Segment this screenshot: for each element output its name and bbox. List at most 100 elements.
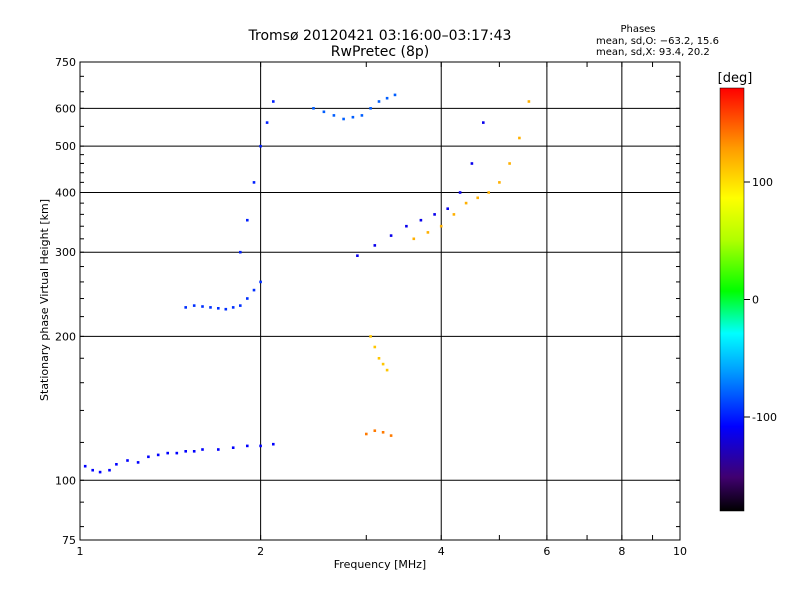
colorbar [719,87,745,512]
data-point [332,114,336,117]
data-point [312,107,315,110]
data-point [373,345,377,349]
y-tick-label: 100 [55,474,76,487]
data-point [369,335,372,338]
data-point [272,442,275,446]
data-point [252,181,256,184]
colorbar-label: [deg] [718,71,753,86]
x-axis-ticks: 1 2 4 6 8 10 [77,62,687,558]
data-point [508,162,511,165]
plot-frame [79,61,681,541]
chart-subtitle: RwPretec (8p) [331,44,429,60]
data-point [108,468,111,472]
colorbar-tick-label: -100 [752,411,777,424]
y-tick-label: 500 [55,140,76,153]
data-point [393,93,397,97]
y-axis-label: Stationary phase Virtual Height [km] [38,199,51,401]
data-point [385,96,389,100]
data-point [373,429,377,432]
data-point [389,434,393,437]
data-point [377,357,381,360]
x-tick-label: 2 [257,545,264,558]
data-point [498,181,501,184]
data-point [246,444,249,448]
data-point [405,224,408,228]
data-point [389,234,393,237]
data-point [385,368,389,372]
data-point [487,191,490,194]
data-point [433,213,436,216]
data-point [476,196,479,200]
y-tick-label: 300 [55,246,76,259]
data-point [246,218,249,222]
data-point [136,461,140,464]
data-point [175,451,179,455]
y-tick-label: 75 [62,534,76,547]
colorbar-ticks: 100 0 -100 [744,176,777,424]
data-point [166,451,169,455]
x-tick-label: 1 [77,545,84,558]
data-point [518,136,521,140]
data-point [452,213,456,216]
data-point [360,114,364,117]
data-point [369,107,372,110]
data-point [184,306,187,309]
data-point [209,306,212,309]
data-point [217,307,220,310]
data-point [239,304,242,307]
y-axis-ticks: 75 100 200 300 400 500 600 750 [55,56,680,547]
data-point [126,459,129,462]
data-points [83,93,531,474]
data-point [272,100,275,103]
data-point [412,237,416,241]
data-point [91,468,94,472]
data-point [381,362,385,366]
data-point [83,464,87,468]
data-point [115,463,118,466]
data-point [527,100,531,103]
data-point [231,306,235,309]
x-tick-label: 6 [543,545,550,558]
y-tick-label: 200 [55,330,76,343]
y-tick-label: 750 [55,56,76,69]
data-point [184,450,187,453]
data-point [192,304,196,307]
colorbar-tick-label: 0 [752,294,759,307]
data-point [98,470,102,474]
data-point [156,453,160,457]
data-point [373,244,377,247]
data-point [259,280,262,284]
data-point [246,297,249,300]
data-point [464,201,468,205]
data-point [265,121,269,124]
stats-line-x: mean, sd,X: 93.4, 20.2 [596,47,710,58]
data-point [259,444,262,448]
x-tick-label: 10 [673,545,687,558]
x-tick-label: 8 [618,545,625,558]
x-axis-label: Frequency [MHz] [334,558,426,571]
data-point [217,448,220,451]
data-point [365,432,368,436]
data-point [351,115,355,119]
data-point [231,446,235,449]
data-point [147,455,150,459]
data-point [224,307,228,311]
data-point [458,191,462,194]
data-point [201,448,204,451]
data-point [439,224,443,228]
colorbar-tick-label: 100 [752,176,773,189]
data-point [356,254,359,257]
data-point [239,250,242,254]
chart-title: Tromsø 20120421 03:16:00–03:17:43 [248,28,512,44]
data-point [381,431,385,434]
data-point [419,218,423,222]
y-tick-label: 400 [55,186,76,199]
data-point [482,121,485,124]
data-point [259,144,262,148]
stats-header: Phases [620,24,655,35]
data-point [470,162,474,165]
data-point [446,207,449,210]
data-point [342,117,345,121]
stats-line-o: mean, sd,O: −63.2, 15.6 [596,36,719,47]
